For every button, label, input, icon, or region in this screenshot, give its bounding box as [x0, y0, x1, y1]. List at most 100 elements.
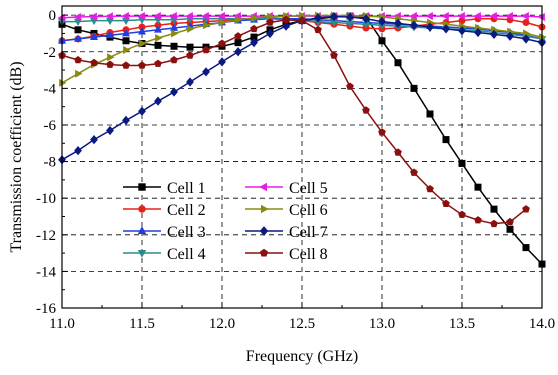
data-point-marker	[267, 12, 275, 21]
data-point-marker	[266, 28, 274, 39]
data-point-marker	[201, 12, 209, 21]
data-point-marker	[314, 13, 322, 23]
y-tick-label: -12	[36, 228, 56, 244]
axis-ticks: 11.0 11.5 12.0 12.5 13.0 13.5 14.0 0 -2 -4 -6 -8 -10…	[36, 8, 555, 332]
data-point-marker	[260, 204, 269, 214]
data-point-marker	[425, 12, 433, 21]
data-point-marker	[259, 182, 268, 192]
data-point-marker	[458, 210, 466, 218]
legend-label: Cell 3	[167, 224, 206, 241]
data-point-marker	[441, 12, 449, 21]
data-point-marker	[171, 29, 179, 38]
data-point-marker	[57, 13, 65, 22]
data-point-marker	[506, 31, 514, 41]
data-point-marker	[154, 59, 162, 67]
data-point-marker	[234, 47, 242, 57]
data-point-marker	[219, 18, 227, 27]
legend-item: Cell 4	[123, 246, 206, 263]
data-point-marker	[122, 37, 130, 45]
data-point-marker	[186, 77, 194, 87]
data-point-marker	[170, 87, 178, 97]
data-point-marker	[426, 110, 434, 118]
data-point-marker	[187, 24, 195, 33]
data-point-marker	[490, 219, 498, 228]
data-point-marker	[235, 15, 243, 24]
data-point-marker	[251, 13, 259, 22]
data-point-marker	[330, 11, 338, 22]
y-tick-label: -6	[44, 118, 57, 134]
data-point-marker	[170, 55, 178, 64]
legend-label: Cell 7	[289, 224, 328, 241]
data-point-marker	[282, 21, 290, 31]
data-point-marker	[282, 15, 290, 24]
data-point-marker	[153, 25, 163, 33]
legend-label: Cell 4	[167, 246, 206, 263]
series-cell-8	[58, 15, 530, 228]
series-layer	[57, 11, 547, 268]
legend-item: Cell 8	[245, 246, 328, 263]
data-point-marker	[394, 148, 402, 156]
data-point-marker	[138, 61, 146, 69]
data-point-marker	[234, 39, 242, 47]
data-point-marker	[123, 45, 131, 54]
data-point-marker	[426, 184, 434, 193]
data-point-marker	[474, 27, 482, 38]
data-point-marker	[154, 96, 162, 106]
legend-label: Cell 5	[289, 180, 328, 197]
data-point-marker	[153, 12, 161, 21]
data-point-marker	[90, 58, 98, 67]
data-point-marker	[522, 205, 530, 213]
y-tick-label: -2	[44, 45, 57, 61]
data-point-marker	[410, 20, 418, 30]
data-point-marker	[474, 216, 482, 224]
data-point-marker	[473, 12, 481, 21]
data-point-marker	[362, 106, 370, 114]
data-point-marker	[138, 183, 146, 191]
x-tick-label: 11.5	[129, 316, 155, 332]
data-point-marker	[202, 45, 210, 54]
data-point-marker	[458, 26, 466, 36]
data-point-marker	[506, 217, 514, 226]
data-point-marker	[409, 12, 417, 21]
data-point-marker	[169, 23, 179, 31]
y-tick-label: -14	[36, 264, 56, 280]
data-point-marker	[457, 12, 465, 21]
data-point-marker	[105, 30, 115, 39]
data-point-marker	[506, 225, 514, 233]
data-point-marker	[522, 34, 530, 44]
data-point-marker	[346, 82, 354, 90]
data-point-marker	[505, 12, 513, 21]
data-point-marker	[266, 18, 274, 26]
data-point-marker	[217, 12, 225, 21]
data-point-marker	[169, 12, 177, 21]
x-tick-label: 12.5	[289, 316, 315, 332]
y-axis-label: Transmission coefficient (dB)	[8, 61, 25, 252]
data-point-marker	[362, 14, 370, 24]
data-point-marker	[490, 29, 498, 39]
data-point-marker	[410, 168, 418, 176]
legend-label: Cell 1	[167, 180, 206, 197]
data-point-marker	[154, 41, 162, 49]
data-point-marker	[259, 226, 269, 236]
data-point-marker	[139, 39, 147, 48]
data-point-marker	[234, 32, 242, 40]
data-point-marker	[105, 12, 113, 21]
data-point-marker	[186, 43, 194, 51]
data-point-marker	[250, 37, 258, 48]
legend: Cell 1 Cell 2 Cell 3 Cell 4 Cell 5 Cell 6 Cell…	[123, 180, 328, 263]
legend-label: Cell 2	[167, 202, 206, 219]
legend-item: Cell 7	[245, 224, 328, 241]
data-point-marker	[218, 57, 226, 67]
data-point-marker	[122, 61, 130, 69]
data-point-marker	[442, 136, 450, 144]
data-point-marker	[330, 51, 338, 59]
legend-item: Cell 6	[245, 202, 328, 219]
data-point-marker	[74, 145, 82, 156]
x-tick-label: 13.0	[369, 316, 395, 332]
data-point-marker	[458, 159, 466, 167]
data-point-marker	[121, 12, 129, 21]
data-point-marker	[89, 32, 99, 40]
data-point-marker	[186, 51, 194, 59]
data-point-marker	[378, 16, 386, 27]
